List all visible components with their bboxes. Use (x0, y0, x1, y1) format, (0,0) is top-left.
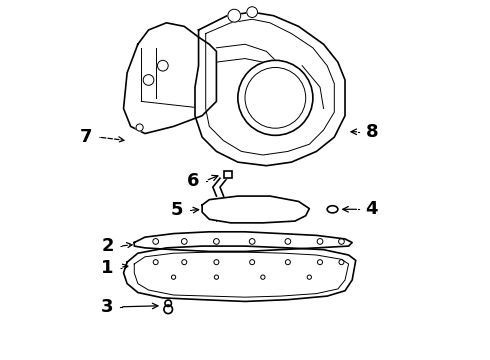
Bar (223, 171, 232, 178)
Polygon shape (134, 232, 352, 251)
Text: 2: 2 (101, 237, 114, 255)
Polygon shape (202, 196, 309, 223)
Circle shape (157, 60, 168, 71)
Circle shape (136, 124, 143, 131)
Text: 8: 8 (366, 123, 378, 141)
Polygon shape (123, 23, 217, 134)
Text: 5: 5 (171, 201, 183, 219)
Text: 6: 6 (187, 172, 199, 190)
Circle shape (164, 305, 172, 314)
Text: 4: 4 (366, 200, 378, 218)
Ellipse shape (327, 206, 338, 213)
Polygon shape (195, 12, 345, 166)
Circle shape (247, 7, 258, 18)
Polygon shape (123, 246, 356, 301)
Circle shape (228, 9, 241, 22)
Circle shape (143, 75, 154, 85)
Text: 1: 1 (101, 258, 114, 276)
Text: 7: 7 (80, 128, 92, 146)
Bar (223, 171, 232, 178)
Text: 3: 3 (101, 298, 114, 316)
Circle shape (238, 60, 313, 135)
Circle shape (165, 300, 172, 306)
